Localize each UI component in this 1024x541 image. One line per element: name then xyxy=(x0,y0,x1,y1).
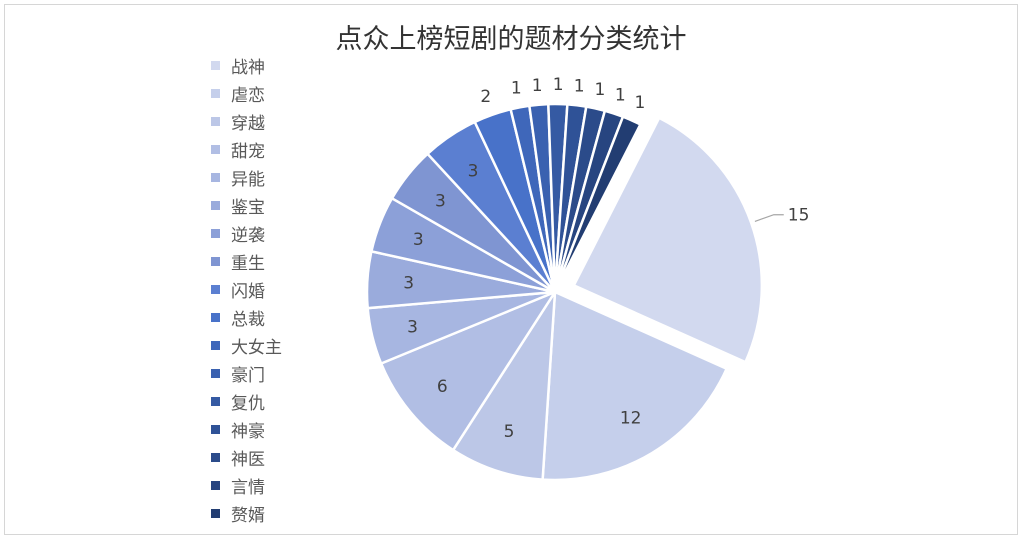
pie-slice xyxy=(553,115,643,293)
legend-swatch xyxy=(211,88,220,98)
legend-item: 异能 xyxy=(211,163,341,191)
legend-swatch xyxy=(211,480,220,490)
data-label: 1 xyxy=(595,80,606,100)
legend-swatch xyxy=(211,452,220,462)
data-label: 5 xyxy=(504,422,515,442)
data-label: 3 xyxy=(435,191,446,211)
legend-item: 豪门 xyxy=(211,359,341,387)
legend-swatch xyxy=(211,144,220,154)
legend-label: 大女主 xyxy=(231,337,282,358)
legend-label: 言情 xyxy=(231,477,265,498)
pie-slice xyxy=(572,116,764,364)
legend-swatch xyxy=(211,396,220,406)
legend-swatch xyxy=(211,284,220,294)
legend-item: 总裁 xyxy=(211,303,341,331)
legend-label: 重生 xyxy=(231,253,265,274)
legend-item: 神豪 xyxy=(211,415,341,443)
data-label: 2 xyxy=(480,87,491,107)
data-label: 1 xyxy=(635,93,646,113)
data-label: 1 xyxy=(532,76,543,96)
legend-label: 异能 xyxy=(231,169,265,190)
legend-label: 神医 xyxy=(231,449,265,470)
pie-slice xyxy=(451,287,557,481)
legend-swatch xyxy=(211,200,220,210)
leader-line xyxy=(754,214,784,222)
legend-item: 逆袭 xyxy=(211,219,341,247)
legend-swatch xyxy=(211,256,220,266)
data-label: 3 xyxy=(407,318,418,338)
legend-swatch xyxy=(211,508,220,518)
legend-item: 大女主 xyxy=(211,331,341,359)
legend-label: 神豪 xyxy=(231,421,265,442)
legend-item: 言情 xyxy=(211,471,341,499)
legend-item: 穿越 xyxy=(211,107,341,135)
legend-item: 重生 xyxy=(211,247,341,275)
data-label: 1 xyxy=(574,76,585,96)
data-label: 1 xyxy=(615,86,626,106)
legend: 战神虐恋穿越甜宠异能鉴宝逆袭重生闪婚总裁大女主豪门复仇神豪神医言情赘婿 xyxy=(211,51,341,527)
legend-item: 甜宠 xyxy=(211,135,341,163)
pie-slice xyxy=(541,290,729,482)
data-label: 3 xyxy=(403,273,414,293)
chart-title: 点众上榜短剧的题材分类统计 xyxy=(335,24,687,55)
legend-label: 甜宠 xyxy=(231,141,265,162)
legend-swatch xyxy=(211,424,220,434)
data-label: 1 xyxy=(553,75,564,95)
legend-swatch xyxy=(211,116,220,126)
legend-item: 神医 xyxy=(211,443,341,471)
legend-label: 穿越 xyxy=(231,113,265,134)
legend-label: 复仇 xyxy=(231,393,265,414)
data-label: 6 xyxy=(437,377,448,397)
data-label: 3 xyxy=(468,161,479,181)
data-label: 3 xyxy=(413,230,424,250)
legend-swatch xyxy=(211,60,220,70)
legend-label: 逆袭 xyxy=(231,225,265,246)
legend-item: 复仇 xyxy=(211,387,341,415)
legend-label: 鉴宝 xyxy=(231,197,265,218)
legend-item: 虐恋 xyxy=(211,79,341,107)
pie-slice xyxy=(379,289,559,452)
data-label: 15 xyxy=(788,206,810,226)
legend-label: 战神 xyxy=(231,57,265,78)
legend-swatch xyxy=(211,368,220,378)
legend-swatch xyxy=(211,340,220,350)
legend-label: 总裁 xyxy=(231,309,265,330)
legend-swatch xyxy=(211,228,220,238)
legend-label: 豪门 xyxy=(231,365,265,386)
data-label: 12 xyxy=(620,409,642,429)
legend-swatch xyxy=(211,312,220,322)
data-label: 1 xyxy=(511,79,522,99)
legend-item: 鉴宝 xyxy=(211,191,341,219)
legend-label: 闪婚 xyxy=(231,281,265,302)
legend-label: 赘婿 xyxy=(231,505,265,526)
legend-swatch xyxy=(211,172,220,182)
legend-item: 闪婚 xyxy=(211,275,341,303)
legend-label: 虐恋 xyxy=(231,85,265,106)
legend-item: 战神 xyxy=(211,51,341,79)
legend-item: 赘婿 xyxy=(211,499,341,527)
